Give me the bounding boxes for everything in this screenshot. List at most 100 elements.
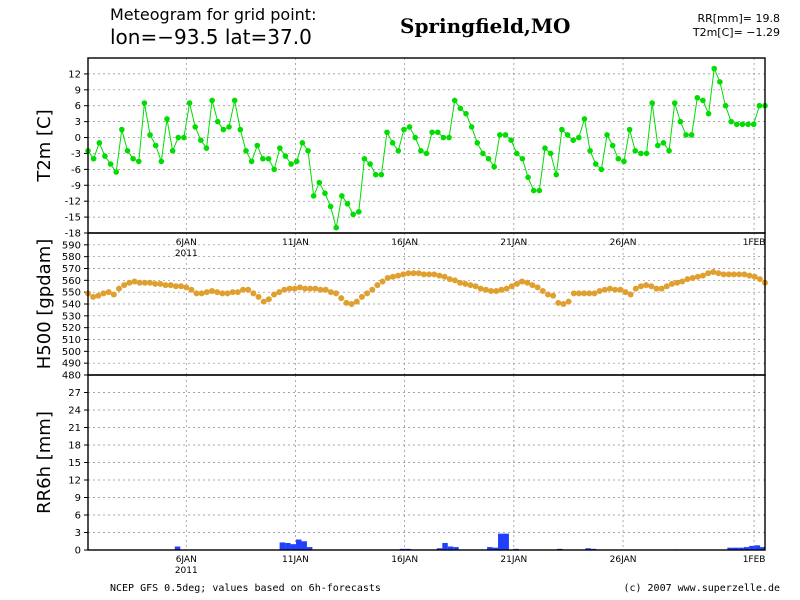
h500-point [705,270,712,277]
rr6h-bar [492,547,499,550]
h500-point [203,289,210,296]
h500-point [131,278,138,285]
t2m-point [446,134,452,141]
h500-point [586,290,593,297]
t2m-point [265,155,272,162]
h500-point [126,279,133,286]
t2m-point [598,166,605,173]
h500-point [715,270,722,277]
h500-point [632,285,639,292]
h500-point [441,273,448,280]
t2m-point [412,134,419,141]
t2m-point [305,148,311,154]
t2m-ytick-label: -15 [65,213,81,224]
h500-point [291,285,298,292]
h500-point [162,282,169,289]
t2m-ytick-label: 0 [75,133,81,144]
h500-point [741,271,748,278]
h500-point [286,285,293,292]
t2m-point [451,97,458,104]
t2m-point [350,211,356,218]
h500-point [679,278,686,285]
h500-point [136,279,143,286]
t2m-point [717,79,723,85]
h500-point [281,286,288,293]
h500-point [271,291,278,298]
h500-point [116,285,123,292]
t2m-point [119,126,125,133]
h500-point [725,271,732,278]
t2m-point [372,171,379,178]
t2m-point [564,132,571,138]
h500-point [436,272,443,279]
rr6h-ytick-label: 9 [75,493,81,504]
t2m-point [361,155,368,162]
t2m-point [214,118,221,125]
h500-point [353,298,360,305]
t2m-point [135,158,142,165]
t2m-point [423,150,430,157]
h500-point [348,301,355,307]
t2m-point [384,129,390,136]
t2m-point [243,148,249,154]
t2m-point [339,193,345,199]
h500-point [498,286,505,293]
t2m-ytick-label: -9 [71,181,81,192]
h500-point [431,271,438,278]
t2m-point [395,148,402,154]
h500-point [121,282,128,289]
h500-point [658,285,665,292]
h500-point [395,272,402,279]
t2m-point [604,132,610,138]
h500-point [302,285,309,292]
t2m-point [705,110,712,117]
h500-point [327,289,334,296]
t2m-ytick-label: 9 [75,85,81,96]
h500-point [653,285,660,292]
t2m-point [113,169,120,175]
rr6h-bar [301,541,307,550]
h500-point [472,283,479,290]
t2m-point [164,116,170,122]
h500-point [333,290,340,297]
t2m-point [389,140,396,146]
t2m-point [666,148,672,154]
t2m-point [169,148,176,154]
t2m-point [260,155,266,162]
h500-point [364,290,371,297]
t2m-ytick-label: 3 [75,117,81,128]
rr6h-bar [290,544,297,550]
t2m-point [327,203,334,210]
rr6h-xtick-sublabel: 2011 [175,566,198,576]
h500-point [90,293,97,300]
h500-point [462,280,469,287]
rr6h-bar [727,547,733,550]
h500-point [167,282,174,289]
h500-point [637,283,644,290]
h500-point [596,287,603,294]
t2m-point [254,142,261,149]
t2m-point [542,145,548,151]
t2m-point [288,161,294,167]
t2m-point [344,201,351,207]
h500-point [503,285,510,292]
h500-ytick-label: 530 [62,311,81,322]
h500-ytick-label: 560 [62,276,81,287]
t2m-point [756,102,763,109]
h500-point [214,289,221,296]
t2m-point [683,132,689,138]
t2m-point [378,171,385,178]
h500-ytick-label: 570 [62,264,81,275]
h500-point [555,299,562,306]
rr6h-ytick-label: 6 [75,511,81,522]
h500-point [570,290,577,297]
h500-point [276,289,283,296]
rr6h-ytick-label: 0 [75,546,81,557]
footer-source: NCEP GFS 0.5deg; values based on 6h-fore… [110,583,381,594]
h500-point [560,301,567,307]
h500-point [110,291,117,298]
t2m-series-line [87,66,765,228]
h500-point [188,286,195,293]
t2m-point [367,161,373,167]
rr6h-bar [453,547,459,550]
